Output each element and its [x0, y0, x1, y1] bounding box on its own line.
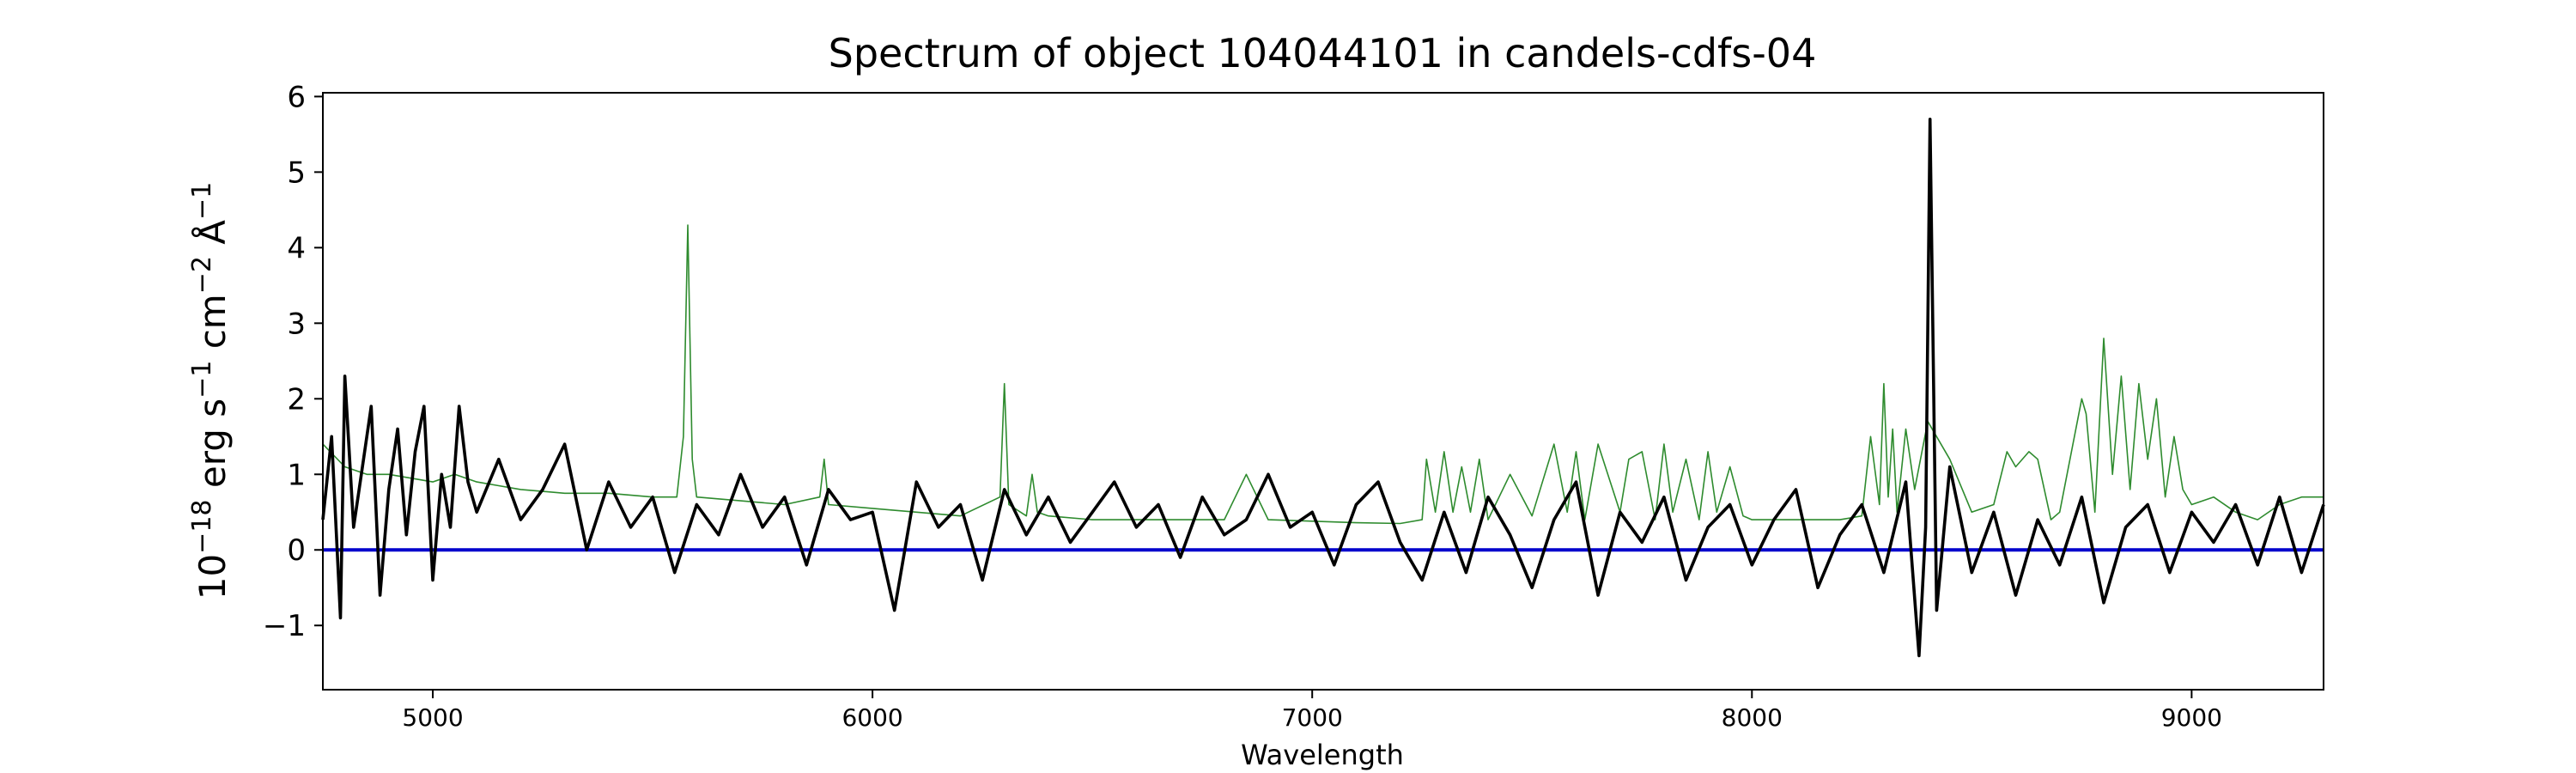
x-axis: 5000 6000 7000 8000 9000	[402, 690, 2222, 732]
y-label-exponent: −18	[187, 500, 217, 554]
x-tick-label: 5000	[402, 703, 463, 732]
flux-series-line	[321, 118, 2325, 658]
y-label-text: 10	[191, 554, 234, 600]
error-series-line	[322, 224, 2324, 525]
y-tick-label: −1	[263, 609, 306, 643]
x-tick-label: 8000	[1722, 703, 1783, 732]
chart-title: Spectrum of object 104044101 in candels-…	[829, 30, 1817, 76]
y-label-exponent: −2	[187, 256, 217, 294]
y-label-exponent: −1	[187, 182, 217, 220]
y-tick-label: 1	[287, 458, 306, 492]
plot-area	[321, 118, 2325, 658]
y-label-text: cm	[191, 294, 234, 360]
y-axis: −1 0 1 2 3 4 5 6	[263, 80, 323, 643]
y-tick-label: 6	[287, 80, 306, 114]
y-tick-label: 0	[287, 533, 306, 568]
plot-frame	[322, 92, 2324, 691]
y-label-text: Å	[191, 220, 234, 256]
y-tick-label: 3	[287, 307, 306, 341]
y-label-exponent: −1	[187, 361, 217, 399]
y-tick-label: 5	[287, 155, 306, 190]
y-axis-label: 10−18 erg s−1 cm−2 Å−1	[187, 182, 234, 600]
x-axis-label: Wavelength	[1241, 739, 1404, 771]
y-label-text: erg s	[191, 399, 234, 500]
x-tick-label: 7000	[1282, 703, 1343, 732]
x-tick-label: 9000	[2161, 703, 2222, 732]
y-tick-label: 2	[287, 382, 306, 417]
y-tick-label: 4	[287, 231, 306, 265]
x-tick-label: 6000	[841, 703, 902, 732]
